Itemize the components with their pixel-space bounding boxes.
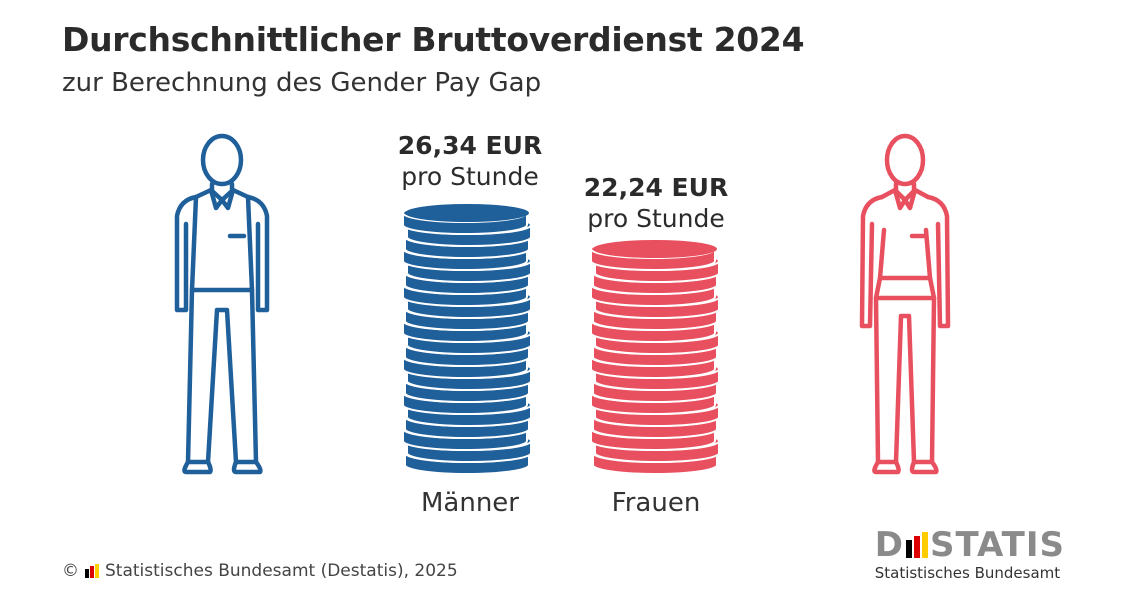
coin-stack-men bbox=[402, 203, 532, 475]
logo-subtitle: Statistisches Bundesamt bbox=[874, 564, 1061, 582]
logo-wordmark: D STATIS bbox=[874, 525, 1065, 565]
man-figure-icon bbox=[174, 133, 270, 475]
coin-stack-top-women bbox=[593, 240, 717, 258]
value-label-men: 26,34 EUR pro Stunde bbox=[350, 130, 590, 192]
logo-flag-bars-icon bbox=[905, 532, 928, 558]
category-label-women: Frauen bbox=[611, 488, 701, 518]
copyright-symbol: © bbox=[62, 561, 79, 581]
value-amount-women: 22,24 EUR bbox=[583, 173, 729, 202]
chart-subtitle: zur Berechnung des Gender Pay Gap bbox=[62, 68, 542, 98]
chart-title: Durchschnittlicher Bruttoverdienst 2024 bbox=[62, 20, 805, 59]
value-amount-men: 26,34 EUR bbox=[397, 131, 543, 160]
destatis-logo: D STATIS Statistisches Bundesamt bbox=[875, 528, 1065, 582]
source-text: Statistisches Bundesamt (Destatis), 2025 bbox=[105, 561, 458, 581]
value-label-women: 22,24 EUR pro Stunde bbox=[536, 172, 776, 234]
source-footer: © Statistisches Bundesamt (Destatis), 20… bbox=[62, 561, 458, 581]
category-label-men: Männer bbox=[420, 488, 519, 518]
woman-figure-icon bbox=[859, 133, 951, 475]
coin-stack-top-men bbox=[405, 204, 529, 222]
coin-stack-women bbox=[590, 239, 720, 475]
value-unit-men: pro Stunde bbox=[401, 162, 539, 191]
destatis-mini-logo-icon bbox=[85, 564, 99, 578]
value-unit-women: pro Stunde bbox=[587, 204, 725, 233]
